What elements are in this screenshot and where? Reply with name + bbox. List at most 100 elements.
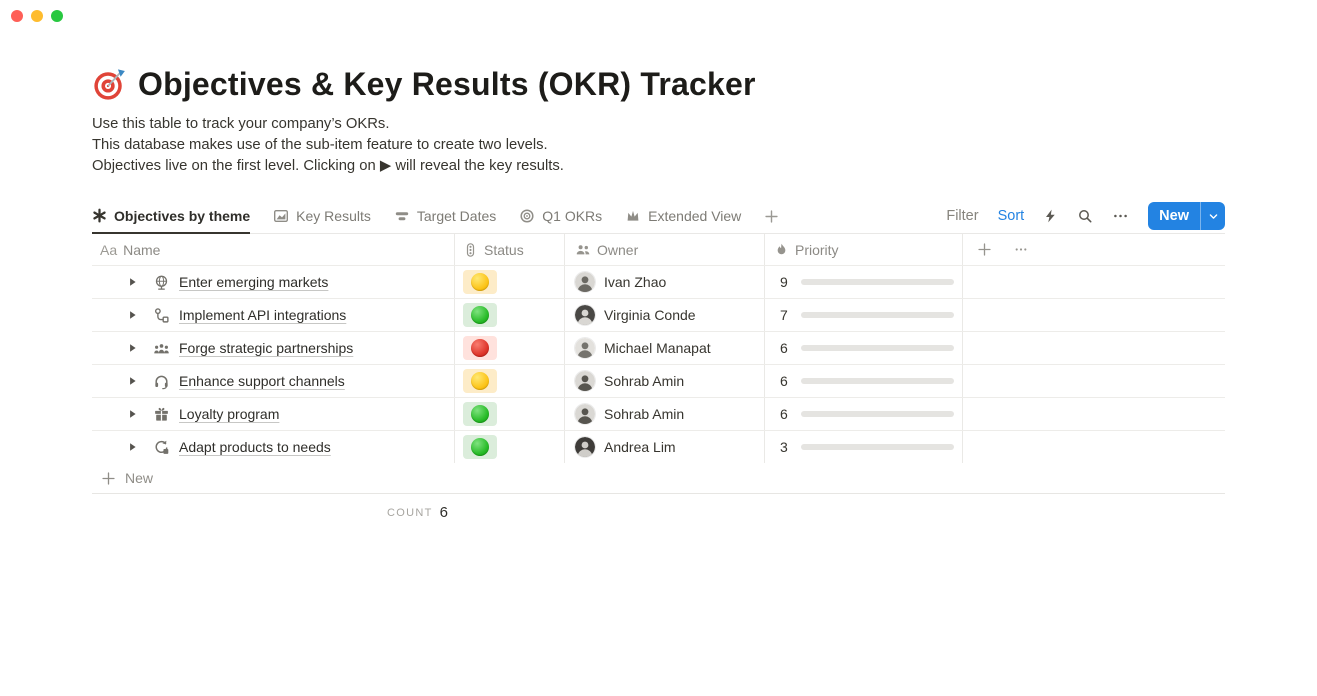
status-pill[interactable] bbox=[463, 270, 497, 294]
table-row: Loyalty program Sohrab Amin 6 bbox=[92, 397, 1225, 430]
filter-button[interactable]: Filter bbox=[946, 208, 979, 224]
adapt-icon bbox=[155, 440, 169, 454]
person-photo-icon bbox=[575, 371, 595, 391]
expand-row-button[interactable] bbox=[127, 276, 139, 288]
more-options-button[interactable] bbox=[1112, 208, 1129, 224]
owner-name[interactable]: Michael Manapat bbox=[604, 340, 711, 356]
triangle-right-icon bbox=[130, 278, 136, 286]
new-row-button[interactable]: New bbox=[92, 463, 1225, 494]
description-line: This database makes use of the sub-item … bbox=[92, 137, 548, 153]
avatar bbox=[575, 437, 595, 457]
row-title-link[interactable]: Implement API integrations bbox=[179, 307, 347, 323]
person-photo-icon bbox=[575, 338, 595, 358]
page-title: Objectives & Key Results (OKR) Tracker bbox=[138, 66, 756, 102]
priority-bar bbox=[801, 378, 954, 384]
priority-value[interactable]: 6 bbox=[780, 373, 788, 389]
status-dot-icon bbox=[471, 306, 489, 324]
view-toolbar: Filter Sort New bbox=[946, 202, 1225, 230]
avatar bbox=[575, 272, 595, 292]
expand-row-button[interactable] bbox=[127, 441, 139, 453]
column-label: Status bbox=[484, 241, 524, 258]
tab-label: Q1 OKRs bbox=[542, 207, 603, 224]
owner-name[interactable]: Sohrab Amin bbox=[604, 373, 685, 389]
tab-label: Key Results bbox=[296, 207, 371, 224]
table-footer: COUNT 6 bbox=[92, 494, 455, 531]
row-title-link[interactable]: Enhance support channels bbox=[179, 373, 345, 389]
table-row: Enhance support channels Sohrab Amin 6 bbox=[92, 364, 1225, 397]
status-dot-icon bbox=[471, 273, 489, 291]
status-pill[interactable] bbox=[463, 369, 497, 393]
tab-objectives-by-theme[interactable]: Objectives by theme bbox=[92, 200, 251, 234]
search-button[interactable] bbox=[1077, 208, 1093, 224]
search-icon bbox=[1079, 210, 1092, 223]
plus-icon bbox=[765, 209, 778, 223]
triangle-right-icon bbox=[130, 344, 136, 352]
expand-row-button[interactable] bbox=[127, 309, 139, 321]
table-header: Aa Name Status Owner Pr bbox=[92, 234, 1225, 265]
people-icon bbox=[576, 244, 590, 254]
priority-value[interactable]: 9 bbox=[780, 274, 788, 290]
row-title-link[interactable]: Enter emerging markets bbox=[179, 274, 329, 290]
priority-bar bbox=[801, 345, 954, 351]
tab-key-results[interactable]: Key Results bbox=[273, 200, 371, 234]
tab-label: Target Dates bbox=[416, 207, 497, 224]
owner-name[interactable]: Sohrab Amin bbox=[604, 406, 685, 422]
column-header-name[interactable]: Aa Name bbox=[92, 234, 455, 265]
minimize-window-button[interactable] bbox=[31, 10, 43, 22]
row-title-link[interactable]: Adapt products to needs bbox=[179, 439, 331, 455]
priority-value[interactable]: 7 bbox=[780, 307, 788, 323]
avatar bbox=[575, 338, 595, 358]
row-title-link[interactable]: Forge strategic partnerships bbox=[179, 340, 354, 356]
expand-row-button[interactable] bbox=[127, 408, 139, 420]
tab-target-dates[interactable]: Target Dates bbox=[394, 200, 496, 234]
column-header-priority[interactable]: Priority bbox=[765, 234, 963, 265]
column-header-status[interactable]: Status bbox=[455, 234, 565, 265]
priority-value[interactable]: 6 bbox=[780, 406, 788, 422]
automation-button[interactable] bbox=[1043, 208, 1058, 224]
new-dropdown-button[interactable] bbox=[1200, 202, 1225, 230]
sort-button[interactable]: Sort bbox=[997, 208, 1025, 224]
triangle-right-icon bbox=[130, 377, 136, 385]
owner-name[interactable]: Andrea Lim bbox=[604, 439, 676, 455]
count-label[interactable]: COUNT bbox=[387, 506, 433, 519]
status-pill[interactable] bbox=[463, 402, 497, 426]
person-photo-icon bbox=[575, 404, 595, 424]
globe-icon bbox=[155, 275, 168, 290]
new-button[interactable]: New bbox=[1159, 208, 1189, 224]
column-label: Priority bbox=[795, 241, 839, 258]
priority-value[interactable]: 6 bbox=[780, 340, 788, 356]
owner-name[interactable]: Ivan Zhao bbox=[604, 274, 667, 290]
tab-label: Extended View bbox=[648, 207, 742, 224]
column-label: Owner bbox=[597, 241, 639, 258]
status-dot-icon bbox=[471, 438, 489, 456]
owner-name[interactable]: Virginia Conde bbox=[604, 307, 696, 323]
triangle-right-icon bbox=[130, 410, 136, 418]
close-window-button[interactable] bbox=[11, 10, 23, 22]
tab-extended-view[interactable]: Extended View bbox=[625, 200, 741, 234]
table-options-button more-icon[interactable] bbox=[1013, 242, 1029, 257]
status-pill[interactable] bbox=[463, 303, 497, 327]
gift-icon bbox=[155, 407, 168, 421]
tab-q1-okrs[interactable]: Q1 OKRs bbox=[519, 200, 602, 234]
expand-row-button[interactable] bbox=[127, 342, 139, 354]
status-dot-icon bbox=[471, 372, 489, 390]
expand-row-button[interactable] bbox=[127, 375, 139, 387]
dart-target-icon bbox=[94, 68, 125, 100]
column-label: Name bbox=[123, 241, 161, 258]
priority-bar bbox=[801, 279, 954, 285]
zoom-window-button[interactable] bbox=[51, 10, 63, 22]
table-row: Forge strategic partnerships Michael Man… bbox=[92, 331, 1225, 364]
api-icon bbox=[154, 307, 169, 323]
column-header-owner[interactable]: Owner bbox=[565, 234, 765, 265]
add-view-button[interactable] bbox=[764, 209, 779, 224]
person-photo-icon bbox=[575, 437, 595, 457]
description-line: Objectives live on the first level. Clic… bbox=[92, 158, 564, 174]
row-title-link[interactable]: Loyalty program bbox=[179, 406, 280, 422]
status-pill[interactable] bbox=[463, 336, 497, 360]
status-pill[interactable] bbox=[463, 435, 497, 459]
chevron-down-icon bbox=[1209, 213, 1217, 219]
headset-icon bbox=[155, 375, 168, 389]
priority-value[interactable]: 3 bbox=[780, 439, 788, 455]
add-column-button plus-icon[interactable] bbox=[977, 242, 992, 257]
count-value: 6 bbox=[439, 504, 448, 521]
